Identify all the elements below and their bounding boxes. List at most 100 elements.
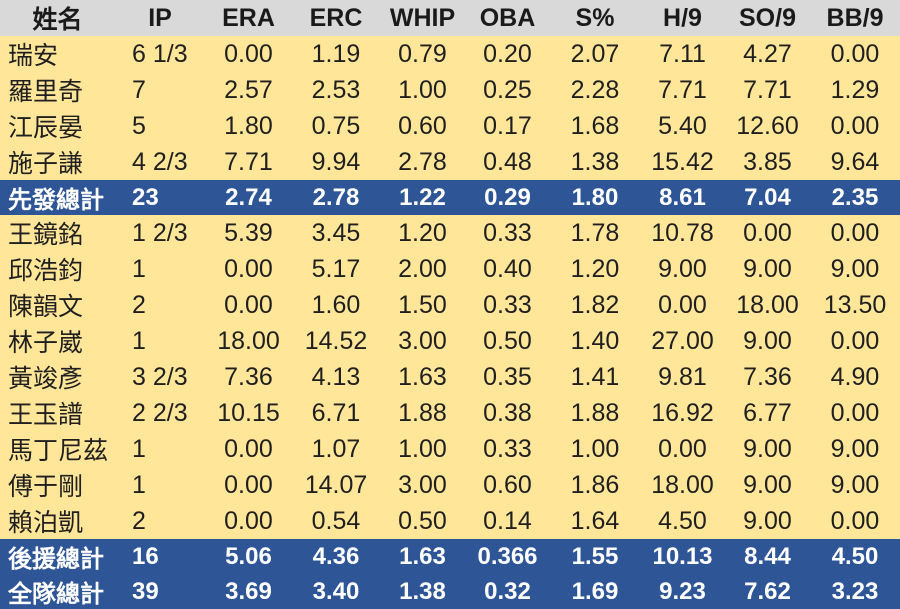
player-row: 林子崴 1 18.00 14.52 3.00 0.50 1.40 27.00 9.00 0.00 — [0, 323, 900, 359]
stat-cell: 7.71 — [640, 72, 725, 108]
stat-cell: 2.07 — [550, 36, 640, 72]
stat-cell: 39 — [115, 574, 205, 609]
stat-cell: 3.23 — [810, 574, 900, 609]
stat-cell: 1 — [115, 467, 205, 503]
stat-cell: 0.50 — [465, 323, 550, 359]
stat-cell: 7.11 — [640, 36, 725, 72]
stat-cell: 1.00 — [550, 431, 640, 467]
stat-cell: 1.00 — [380, 72, 465, 108]
stat-cell: 3 2/3 — [115, 359, 205, 395]
stat-cell: 2 2/3 — [115, 395, 205, 431]
stat-cell: 1 — [115, 251, 205, 287]
player-name-cell: 羅里奇 — [0, 72, 115, 108]
stat-cell: 1.19 — [292, 36, 380, 72]
stat-cell: 0.17 — [465, 108, 550, 144]
stat-cell: 0.00 — [205, 503, 292, 539]
stat-cell: 9.00 — [640, 251, 725, 287]
stat-cell: 1 — [115, 323, 205, 359]
stat-cell: 9.23 — [640, 574, 725, 609]
stat-cell: 6.77 — [725, 395, 810, 431]
stat-cell: 0.00 — [810, 215, 900, 251]
player-row: 傅于剛 1 0.00 14.07 3.00 0.60 1.86 18.00 9.00 9.00 — [0, 467, 900, 503]
stat-cell: 9.00 — [810, 431, 900, 467]
stat-cell: 2.78 — [292, 180, 380, 215]
stat-cell: 1.00 — [380, 431, 465, 467]
stat-cell: 18.00 — [205, 323, 292, 359]
column-header: ERA — [205, 0, 292, 36]
stat-cell: 1.41 — [550, 359, 640, 395]
column-header: S% — [550, 0, 640, 36]
player-name-cell: 馬丁尼茲 — [0, 431, 115, 467]
player-row: 賴泊凱 2 0.00 0.54 0.50 0.14 1.64 4.50 9.00 0.00 — [0, 503, 900, 539]
stat-cell: 14.07 — [292, 467, 380, 503]
stat-cell: 0.14 — [465, 503, 550, 539]
stat-cell: 0.50 — [380, 503, 465, 539]
player-name-cell: 瑞安 — [0, 36, 115, 72]
stat-cell: 5.39 — [205, 215, 292, 251]
stat-cell: 1.40 — [550, 323, 640, 359]
stat-cell: 0.79 — [380, 36, 465, 72]
summary-row: 先發總計 23 2.74 2.78 1.22 0.29 1.80 8.61 7.04 2.35 — [0, 180, 900, 215]
stat-cell: 1.69 — [550, 574, 640, 609]
stat-cell: 0.35 — [465, 359, 550, 395]
column-header: IP — [115, 0, 205, 36]
stat-cell: 3.40 — [292, 574, 380, 609]
stat-cell: 9.00 — [725, 467, 810, 503]
stat-cell: 3.00 — [380, 467, 465, 503]
player-name-cell: 王鏡銘 — [0, 215, 115, 251]
stat-cell: 10.78 — [640, 215, 725, 251]
stat-cell: 0.00 — [640, 287, 725, 323]
player-row: 黃竣彥 3 2/3 7.36 4.13 1.63 0.35 1.41 9.81 7.36 4.90 — [0, 359, 900, 395]
stat-cell: 2 — [115, 503, 205, 539]
stat-cell: 0.33 — [465, 431, 550, 467]
stat-cell: 1 — [115, 431, 205, 467]
stat-cell: 7.62 — [725, 574, 810, 609]
stat-cell: 0.20 — [465, 36, 550, 72]
stat-cell: 8.61 — [640, 180, 725, 215]
stat-cell: 7.71 — [725, 72, 810, 108]
stat-cell: 4.27 — [725, 36, 810, 72]
stat-cell: 5.40 — [640, 108, 725, 144]
stat-cell: 14.52 — [292, 323, 380, 359]
stat-cell: 0.32 — [465, 574, 550, 609]
stat-cell: 0.38 — [465, 395, 550, 431]
stat-cell: 3.45 — [292, 215, 380, 251]
stat-cell: 1.86 — [550, 467, 640, 503]
stat-cell: 1.68 — [550, 108, 640, 144]
stat-cell: 9.00 — [725, 251, 810, 287]
player-row: 馬丁尼茲 1 0.00 1.07 1.00 0.33 1.00 0.00 9.00 9.00 — [0, 431, 900, 467]
stat-cell: 0.00 — [205, 36, 292, 72]
player-name-cell: 黃竣彥 — [0, 359, 115, 395]
stat-cell: 5.17 — [292, 251, 380, 287]
stat-cell: 1 2/3 — [115, 215, 205, 251]
stat-cell: 0.40 — [465, 251, 550, 287]
stat-cell: 0.00 — [640, 431, 725, 467]
stat-cell: 1.88 — [550, 395, 640, 431]
stat-cell: 0.00 — [810, 36, 900, 72]
stat-cell: 16.92 — [640, 395, 725, 431]
stat-cell: 1.78 — [550, 215, 640, 251]
player-name-cell: 傅于剛 — [0, 467, 115, 503]
stat-cell: 2.53 — [292, 72, 380, 108]
stat-cell: 9.64 — [810, 144, 900, 180]
stat-cell: 0.75 — [292, 108, 380, 144]
stat-cell: 2.35 — [810, 180, 900, 215]
player-row: 王鏡銘 1 2/3 5.39 3.45 1.20 0.33 1.78 10.78 0.00 0.0… — [0, 215, 900, 251]
player-row: 陳韻文 2 0.00 1.60 1.50 0.33 1.82 0.00 18.00 13.50 — [0, 287, 900, 323]
stat-cell: 9.81 — [640, 359, 725, 395]
table-header-row: 姓名 IP ERA ERC WHIP OBA S% H/9 SO/9 BB/9 — [0, 0, 900, 36]
stat-cell: 3.69 — [205, 574, 292, 609]
stat-cell: 6.71 — [292, 395, 380, 431]
stat-cell: 0.00 — [205, 431, 292, 467]
column-header: 姓名 — [0, 0, 115, 36]
stat-cell: 1.29 — [810, 72, 900, 108]
stat-cell: 0.00 — [810, 395, 900, 431]
stat-cell: 1.63 — [380, 359, 465, 395]
stat-cell: 7.71 — [205, 144, 292, 180]
stat-cell: 7.36 — [725, 359, 810, 395]
stat-cell: 9.00 — [725, 431, 810, 467]
stat-cell: 2.74 — [205, 180, 292, 215]
stat-cell: 2.28 — [550, 72, 640, 108]
stat-cell: 1.20 — [550, 251, 640, 287]
